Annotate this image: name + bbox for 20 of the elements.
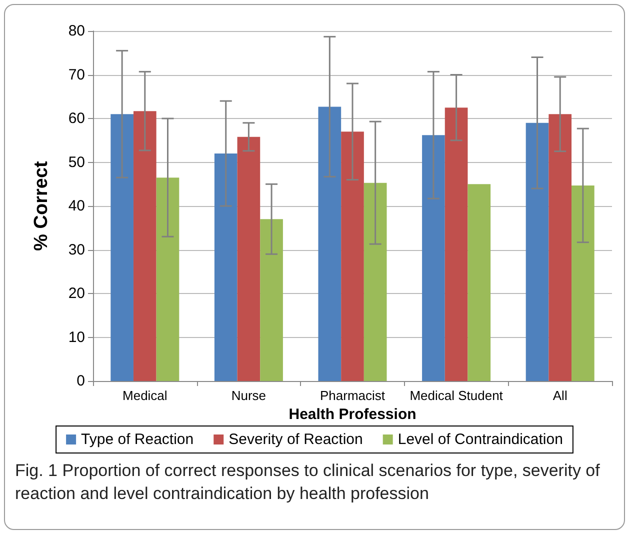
- y-tick-label: 30: [68, 241, 85, 258]
- y-tick-label: 0: [76, 372, 85, 390]
- x-tick-label: All: [552, 388, 568, 403]
- x-axis-title: Health Profession: [288, 406, 416, 423]
- legend-label: Level of Contraindication: [398, 431, 563, 448]
- x-tick-label: Medical Student: [410, 388, 504, 403]
- y-tick-label: 20: [68, 285, 85, 302]
- y-tick-label: 10: [68, 328, 85, 346]
- y-tick-label: 50: [68, 154, 85, 171]
- y-tick-label: 70: [68, 66, 85, 84]
- caption: Fig. 1 Proportion of correct responses to clinical scenarios for type, severity of reaction and level contraindication by health profession: [15, 460, 601, 505]
- legend-label: Severity of Reaction: [228, 431, 363, 448]
- legend-label: Type of Reaction: [81, 431, 194, 448]
- x-tick-label: Nurse: [231, 388, 266, 403]
- y-tick-label: 40: [68, 198, 85, 214]
- x-tick-label: Pharmacist: [320, 388, 386, 403]
- y-axis-title: % Correct: [31, 160, 52, 251]
- x-tick-label: Medical: [122, 388, 168, 403]
- y-tick-label: 60: [68, 110, 85, 127]
- y-tick-label: 80: [68, 22, 85, 40]
